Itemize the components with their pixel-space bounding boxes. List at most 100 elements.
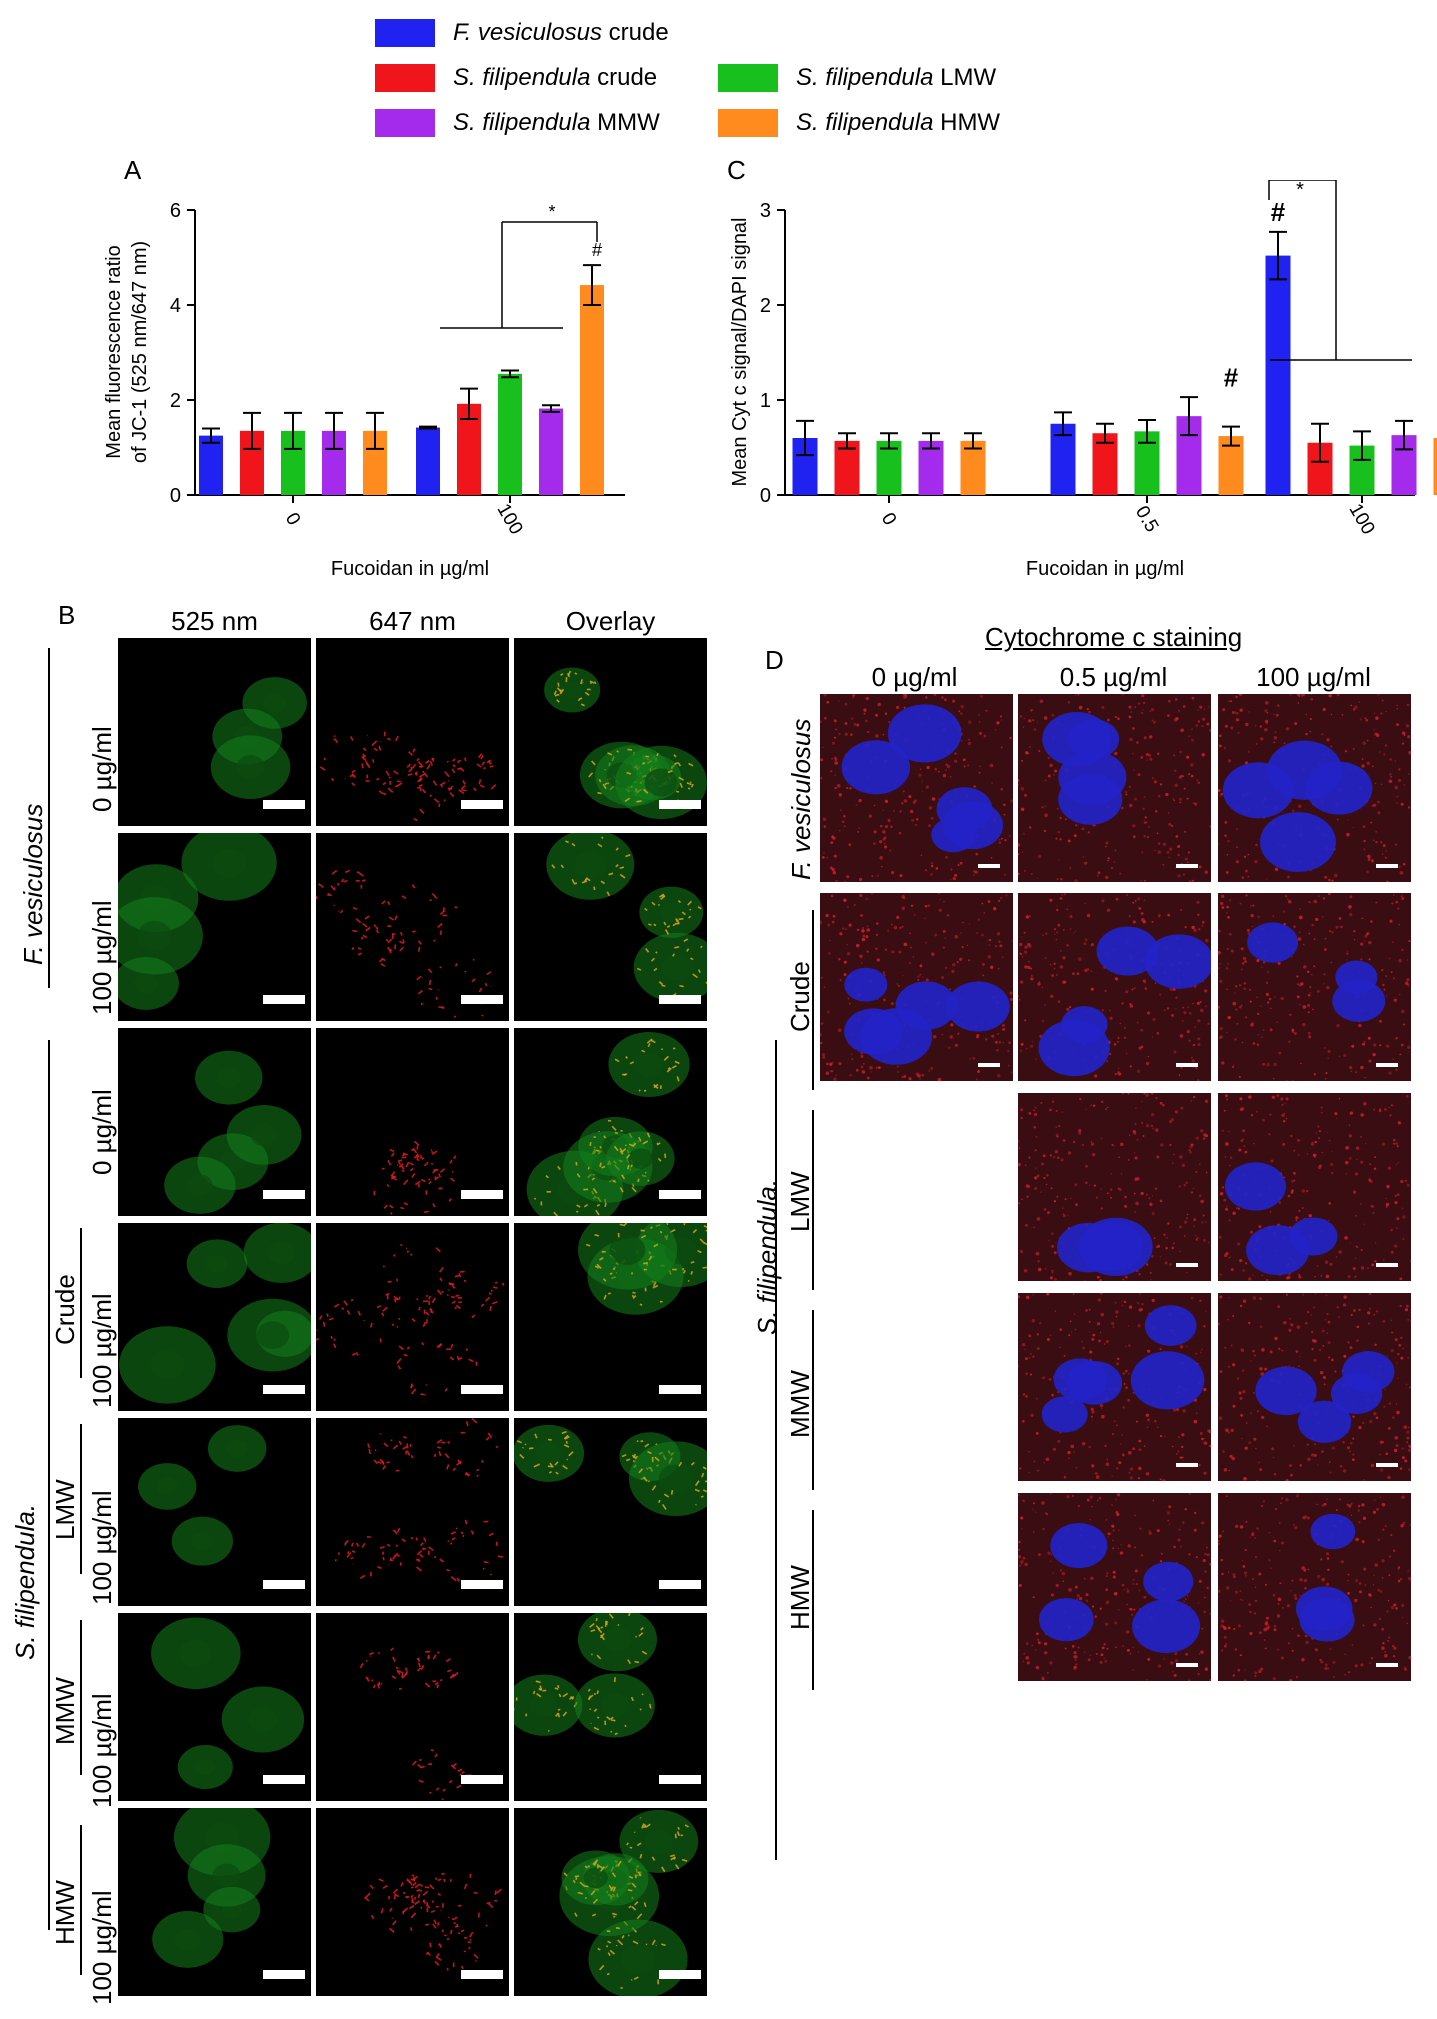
mitochondria-mark bbox=[421, 1178, 426, 1183]
mitochondria-mark bbox=[678, 1461, 683, 1467]
cytochrome-speck bbox=[1181, 1433, 1185, 1437]
mitochondria-mark bbox=[537, 1463, 541, 1466]
cytochrome-speck bbox=[1386, 880, 1389, 882]
mitochondria-mark bbox=[446, 1464, 450, 1470]
cytochrome-speck bbox=[1257, 915, 1261, 919]
cytochrome-speck bbox=[1252, 1349, 1255, 1353]
mitochondria-mark bbox=[392, 1444, 399, 1450]
cytochrome-speck bbox=[1347, 1671, 1351, 1674]
mitochondria-mark bbox=[640, 1234, 647, 1239]
mitochondria-mark bbox=[417, 1893, 421, 1898]
mitochondria-mark bbox=[328, 1317, 334, 1321]
mitochondria-mark bbox=[382, 1465, 387, 1470]
cytochrome-speck bbox=[1160, 1143, 1164, 1147]
cytochrome-speck bbox=[1066, 1007, 1070, 1011]
cytochrome-speck bbox=[1028, 960, 1030, 963]
cytochrome-speck bbox=[1030, 709, 1032, 712]
cytochrome-speck bbox=[849, 1073, 852, 1077]
mitochondria-mark bbox=[616, 750, 619, 753]
mitochondria-mark bbox=[554, 1687, 559, 1690]
cytochrome-speck bbox=[1226, 1031, 1228, 1034]
cytochrome-speck bbox=[1400, 1043, 1404, 1047]
cytochrome-speck bbox=[1191, 1056, 1193, 1059]
cytochrome-speck bbox=[1397, 907, 1400, 910]
mitochondria-mark bbox=[692, 1228, 698, 1234]
nucleus bbox=[1078, 1217, 1153, 1277]
cytochrome-speck bbox=[832, 871, 836, 875]
cytochrome-speck bbox=[1243, 981, 1247, 985]
mitochondria-mark bbox=[385, 1292, 390, 1296]
cytochrome-speck bbox=[967, 741, 972, 746]
cytochrome-speck bbox=[1386, 1610, 1389, 1613]
cytochrome-speck bbox=[1038, 854, 1042, 859]
mitochondria-mark bbox=[704, 1480, 707, 1483]
cytochrome-speck bbox=[1143, 834, 1146, 838]
cytochrome-speck bbox=[1380, 712, 1383, 715]
significance-hash: # bbox=[592, 240, 602, 260]
cytochrome-speck bbox=[1335, 1508, 1338, 1511]
mitochondria-mark bbox=[667, 769, 673, 774]
mitochondria-mark bbox=[666, 1067, 672, 1073]
cytochrome-speck bbox=[1236, 1207, 1238, 1209]
mitochondria-mark bbox=[471, 1418, 478, 1424]
cytochrome-speck bbox=[1223, 1253, 1228, 1258]
cytochrome-speck bbox=[1044, 1004, 1046, 1006]
cytochrome-speck bbox=[880, 825, 883, 828]
cytochrome-speck bbox=[1228, 1219, 1231, 1222]
cytochrome-speck bbox=[1177, 1436, 1180, 1439]
cytochrome-speck bbox=[1233, 1627, 1236, 1630]
cytochrome-speck bbox=[1166, 850, 1170, 854]
mitochondria-mark bbox=[662, 1504, 667, 1510]
cytochrome-speck bbox=[1310, 1142, 1315, 1146]
cytochrome-speck bbox=[1396, 1145, 1399, 1148]
cytochrome-speck bbox=[1025, 1223, 1028, 1227]
cell-nucleus bbox=[248, 1706, 278, 1733]
cytochrome-speck bbox=[1290, 1323, 1294, 1327]
cytochrome-speck bbox=[1090, 970, 1093, 972]
cytochrome-speck bbox=[1397, 1377, 1399, 1379]
cytochrome-speck bbox=[1265, 1647, 1268, 1650]
mitochondria-mark bbox=[603, 1294, 607, 1300]
cytochrome-speck bbox=[1346, 1503, 1349, 1506]
cytochrome-speck bbox=[1401, 1495, 1405, 1499]
mitochondria-mark bbox=[450, 1576, 457, 1582]
cytochrome-speck bbox=[1375, 901, 1378, 904]
mitochondria-mark bbox=[407, 773, 413, 776]
cytochrome-speck bbox=[1327, 893, 1331, 896]
mitochondria-mark bbox=[595, 1209, 600, 1216]
cytochrome-speck bbox=[1354, 1172, 1359, 1176]
cytochrome-speck bbox=[1372, 1584, 1375, 1586]
cytochrome-speck bbox=[879, 840, 883, 844]
mitochondria-mark bbox=[626, 1842, 629, 1846]
cytochrome-speck bbox=[1315, 917, 1319, 921]
panel-b-species-sf: S. filipendula. bbox=[10, 1503, 40, 1660]
mitochondria-mark bbox=[399, 946, 405, 952]
cytochrome-speck bbox=[1252, 1274, 1254, 1277]
cytochrome-speck bbox=[1149, 1271, 1152, 1275]
cytochrome-speck bbox=[1173, 1545, 1176, 1549]
cytochrome-speck bbox=[1340, 1560, 1344, 1564]
cytochrome-speck bbox=[1392, 894, 1395, 896]
mitochondria-mark bbox=[402, 939, 405, 943]
mitochondria-mark bbox=[678, 762, 682, 767]
cytochrome-speck bbox=[1140, 756, 1143, 759]
mitochondria-mark bbox=[351, 1352, 357, 1356]
cytochrome-speck bbox=[1299, 931, 1301, 933]
cytochrome-speck bbox=[1233, 711, 1237, 714]
cytochrome-speck bbox=[1256, 996, 1258, 998]
cytochrome-speck bbox=[1224, 1156, 1227, 1158]
mitochondria-mark bbox=[690, 783, 694, 788]
cytochrome-speck bbox=[1233, 1575, 1236, 1579]
mitochondria-mark bbox=[661, 984, 666, 987]
cytochrome-speck bbox=[945, 769, 948, 771]
cytochrome-speck bbox=[1044, 1642, 1048, 1646]
cytochrome-speck bbox=[1134, 1177, 1138, 1181]
cytochrome-speck bbox=[879, 855, 883, 860]
cytochrome-speck bbox=[1224, 724, 1228, 728]
cytochrome-speck bbox=[1239, 1107, 1244, 1112]
mitochondria-mark bbox=[362, 747, 367, 752]
cytochrome-speck bbox=[1150, 1112, 1155, 1117]
cytochrome-speck bbox=[1151, 1195, 1154, 1197]
cytochrome-speck bbox=[1028, 1111, 1032, 1115]
cytochrome-speck bbox=[1401, 1456, 1405, 1460]
